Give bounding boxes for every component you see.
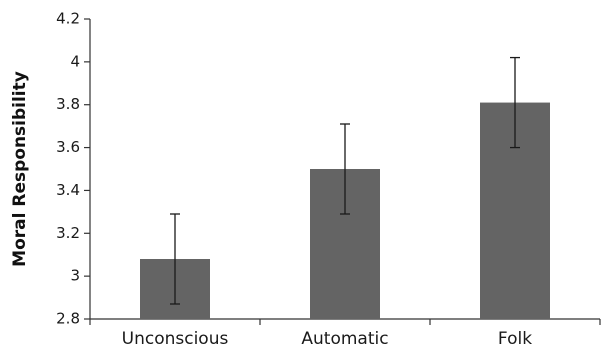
x-axis-ticks	[89, 319, 601, 325]
y-tick-label: 3.6	[56, 138, 80, 156]
x-category-label: Folk	[498, 329, 532, 349]
y-tick-label: 3.2	[56, 224, 80, 242]
y-tick-label: 3	[70, 267, 80, 285]
y-axis-title: Moral Responsibility	[10, 71, 30, 267]
x-category-label: Unconscious	[122, 329, 229, 349]
category-labels: Unconscious Automatic Folk	[122, 329, 533, 349]
y-tick-label: 3.4	[56, 181, 80, 199]
y-axis-ticks: 2.8 3 3.2 3.4 3.6 3.8 4 4.2	[56, 10, 90, 328]
error-bars	[170, 56, 520, 305]
y-tick-label: 4.2	[56, 10, 80, 28]
x-category-label: Automatic	[301, 329, 388, 349]
y-tick-label: 2.8	[56, 310, 80, 328]
y-tick-label: 4	[70, 52, 80, 70]
error-bar-unconscious	[170, 213, 180, 305]
error-bar-folk	[510, 56, 520, 149]
error-bar-automatic	[340, 123, 350, 215]
y-tick-label: 3.8	[56, 95, 80, 113]
